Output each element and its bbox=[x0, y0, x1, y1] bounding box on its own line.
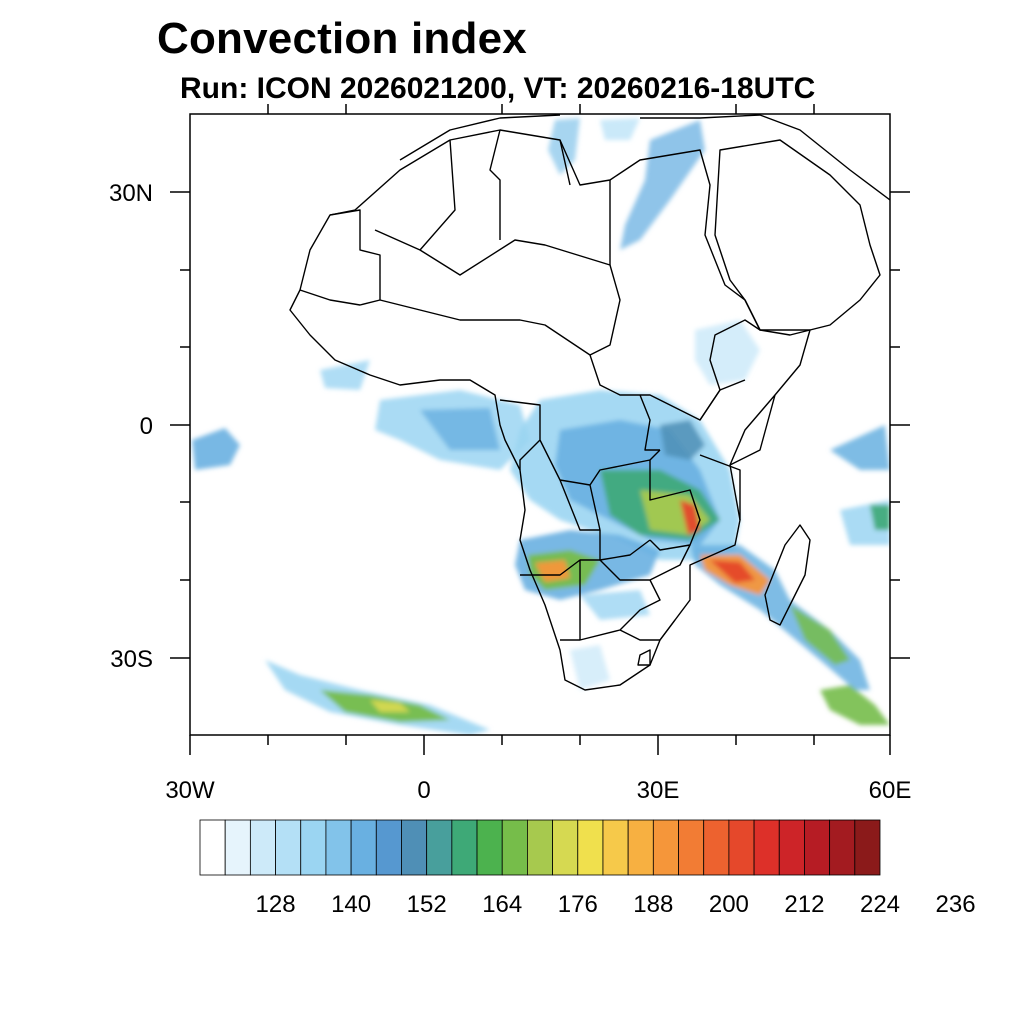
colorbar-swatch bbox=[753, 819, 780, 876]
axis-ticks bbox=[170, 104, 910, 755]
colorbar: 128 140 152 164 176 188 200 212 224 236 bbox=[199, 819, 976, 918]
europe-coastline bbox=[399, 114, 890, 201]
colorbar-tick-label: 200 bbox=[709, 891, 749, 918]
y-label-equator: 0 bbox=[140, 413, 153, 440]
colorbar-swatch bbox=[703, 819, 730, 876]
colorbar-swatch bbox=[451, 819, 478, 876]
colorbar-swatch bbox=[678, 819, 705, 876]
colorbar-swatch bbox=[249, 819, 276, 876]
colorbar-swatch bbox=[602, 819, 629, 876]
colorbar-swatch bbox=[778, 819, 805, 876]
colorbar-tick-label: 152 bbox=[407, 891, 447, 918]
colorbar-swatch bbox=[552, 819, 579, 876]
colorbar-swatch bbox=[350, 819, 377, 876]
arabia-coastline bbox=[714, 139, 881, 336]
map-boundaries bbox=[289, 114, 890, 691]
colorbar-swatch bbox=[728, 819, 755, 876]
colorbar-tick-label: 128 bbox=[256, 891, 296, 918]
colorbar-swatch bbox=[652, 819, 679, 876]
borders-central bbox=[499, 399, 741, 561]
colorbar-tick-label: 188 bbox=[633, 891, 673, 918]
colorbar-swatch bbox=[375, 819, 402, 876]
colorbar-swatch bbox=[577, 819, 604, 876]
convection-field bbox=[192, 118, 890, 735]
colorbar-tick-label: 164 bbox=[482, 891, 522, 918]
x-label-30e: 30E bbox=[637, 777, 680, 804]
chart-subtitle: Run: ICON 2026021200, VT: 20260216-18UTC bbox=[180, 72, 816, 105]
colorbar-tick-label: 140 bbox=[331, 891, 371, 918]
borders-south bbox=[520, 544, 691, 666]
colorbar-swatch bbox=[627, 819, 654, 876]
x-label-60e: 60E bbox=[869, 777, 912, 804]
colorbar-swatch bbox=[300, 819, 327, 876]
colorbar-swatch bbox=[829, 819, 856, 876]
colorbar-swatch bbox=[804, 819, 831, 876]
chart-title: Convection index bbox=[157, 14, 527, 63]
colorbar-swatch bbox=[401, 819, 428, 876]
colorbar-swatch bbox=[501, 819, 528, 876]
colorbar-swatch bbox=[476, 819, 503, 876]
colorbar-swatch bbox=[224, 819, 251, 876]
colorbar-swatch bbox=[854, 819, 881, 876]
borders-horn bbox=[699, 319, 776, 466]
colorbar-tick-label: 176 bbox=[558, 891, 598, 918]
x-label-30w: 30W bbox=[165, 777, 215, 804]
madagascar-coastline bbox=[764, 524, 811, 626]
colorbar-tick-label: 212 bbox=[784, 891, 824, 918]
colorbar-swatch bbox=[275, 819, 302, 876]
borders-north bbox=[329, 129, 611, 300]
y-label-30s: 30S bbox=[110, 646, 153, 673]
colorbar-swatch bbox=[199, 819, 226, 876]
x-label-0: 0 bbox=[417, 777, 430, 804]
y-label-30n: 30N bbox=[109, 180, 153, 207]
colorbar-tick-label: 236 bbox=[936, 891, 976, 918]
colorbar-swatch bbox=[426, 819, 453, 876]
colorbar-swatch bbox=[527, 819, 553, 876]
colorbar-tick-label: 224 bbox=[860, 891, 900, 918]
colorbar-swatch bbox=[325, 819, 352, 876]
